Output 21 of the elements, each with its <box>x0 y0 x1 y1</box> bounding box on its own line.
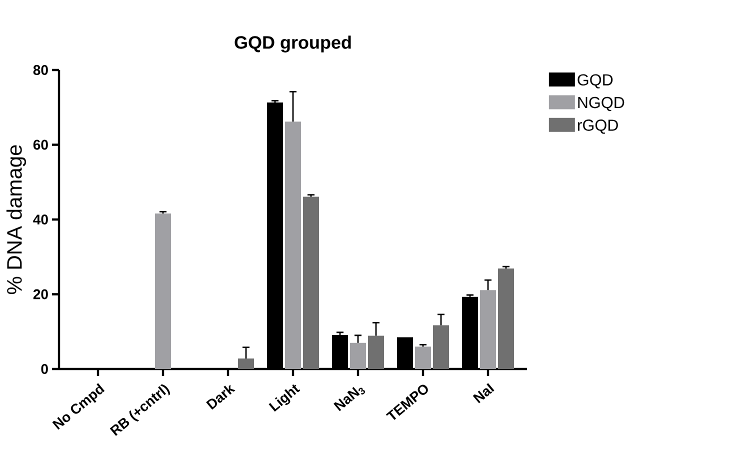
y-tick-label: 60 <box>33 140 48 150</box>
y-tick-label: 80 <box>33 65 48 75</box>
bar <box>350 342 366 369</box>
bar <box>433 325 450 369</box>
bar <box>285 122 301 369</box>
y-tick-label: 20 <box>33 289 48 300</box>
x-tick-label: NaI <box>472 383 494 404</box>
bar <box>368 336 384 369</box>
legend-label: rGQD <box>578 120 618 134</box>
bar <box>498 268 514 369</box>
legend-label: NGQD <box>578 96 624 112</box>
y-tick-label: 0 <box>41 364 48 374</box>
bar <box>238 358 254 369</box>
y-tick-label: 40 <box>33 214 48 224</box>
bar <box>155 214 172 369</box>
bar <box>415 346 431 369</box>
chart-title: GQD grouped <box>234 36 351 52</box>
y-axis-title: % DNA damage <box>6 145 26 294</box>
legend-label: GQD <box>578 74 613 88</box>
bar <box>480 290 496 369</box>
bar <box>303 196 320 369</box>
